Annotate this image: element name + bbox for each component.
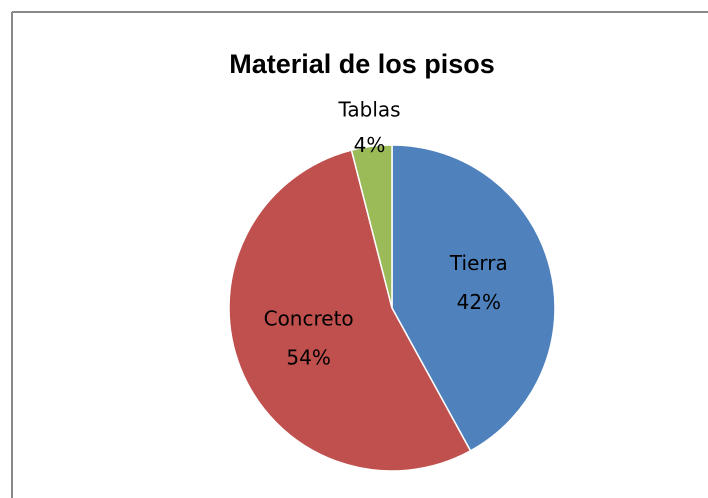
data-label: 4% bbox=[354, 133, 386, 157]
chart-title: Material de los pisos bbox=[229, 49, 495, 79]
pie-slice bbox=[350, 144, 393, 309]
slice-label: Tablas bbox=[337, 98, 400, 122]
pie-slice bbox=[228, 149, 472, 472]
slice-label: Concreto bbox=[264, 307, 354, 331]
data-label: 54% bbox=[286, 345, 330, 369]
pie-slice bbox=[391, 144, 556, 452]
data-label: 42% bbox=[457, 290, 501, 314]
slice-label: Tierra bbox=[449, 251, 508, 275]
